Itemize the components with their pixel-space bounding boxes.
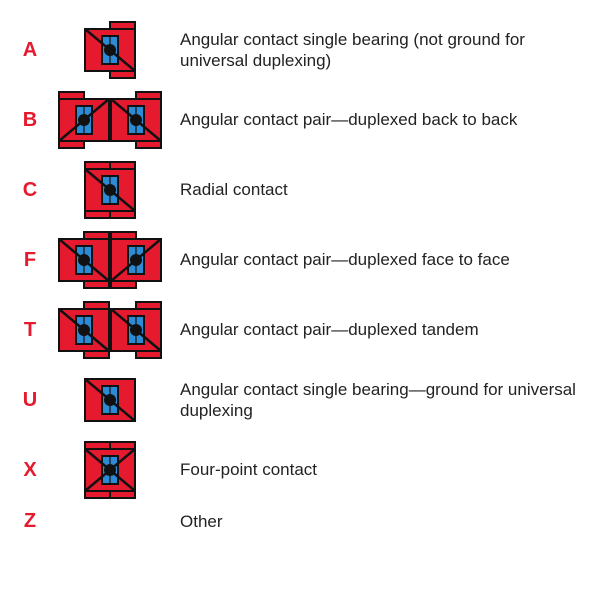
type-code: U <box>10 389 50 412</box>
bearing-icon <box>50 90 170 150</box>
type-description: Angular contact pair—duplexed face to fa… <box>170 249 510 270</box>
bearing-row: T Angular contact pair—duplexed tandem <box>10 300 580 360</box>
bearing-row: F Angular contact pair—duplexed face to f… <box>10 230 580 290</box>
bearing-icon <box>50 20 170 80</box>
bearing-row: Z Other <box>10 510 580 533</box>
type-description: Other <box>170 511 223 532</box>
type-description: Radial contact <box>170 179 288 200</box>
type-description: Angular contact pair—duplexed tandem <box>170 319 479 340</box>
bearing-row: X Four-point contact <box>10 440 580 500</box>
type-code: C <box>10 179 50 202</box>
type-description: Angular contact single bearing—ground fo… <box>170 379 580 422</box>
bearing-row: U Angular contact single bearing—ground f… <box>10 370 580 430</box>
type-code: T <box>10 319 50 342</box>
type-description: Four-point contact <box>170 459 317 480</box>
bearing-icon <box>50 440 170 500</box>
type-code: B <box>10 109 50 132</box>
bearing-icon <box>50 230 170 290</box>
type-code: X <box>10 459 50 482</box>
type-code: F <box>10 249 50 272</box>
bearing-icon <box>50 300 170 360</box>
type-code: A <box>10 39 50 62</box>
bearing-row: B Angular contact pair—duplexed back to b… <box>10 90 580 150</box>
type-description: Angular contact pair—duplexed back to ba… <box>170 109 517 130</box>
type-code: Z <box>10 510 50 533</box>
bearing-row: A Angular contact single bearing (not gro… <box>10 20 580 80</box>
bearing-row: C Radial contact <box>10 160 580 220</box>
bearing-icon <box>50 370 170 430</box>
bearing-icon <box>50 160 170 220</box>
bearing-type-table: A Angular contact single bearing (not gro… <box>10 20 580 533</box>
type-description: Angular contact single bearing (not grou… <box>170 29 580 72</box>
